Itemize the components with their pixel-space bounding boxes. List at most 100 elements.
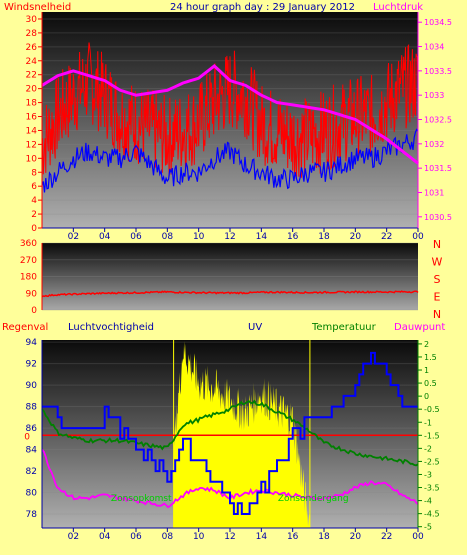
humidity-x-tick-label: 18 <box>318 532 330 542</box>
wind-tick-label: 24 <box>26 57 38 67</box>
temperature-line <box>41 399 419 467</box>
wind-tick-label: 30 <box>26 15 38 25</box>
wind-tick-label: 0 <box>31 224 37 234</box>
humidity-tick-label: 92 <box>26 360 37 370</box>
wind-tick-label: 22 <box>26 71 37 81</box>
compass-label: S <box>434 273 441 286</box>
temperature-tick-label: 0.5 <box>424 379 437 388</box>
humidity-x-tick-label: 16 <box>287 532 299 542</box>
temperature-tick-label: 2 <box>424 340 429 349</box>
wind-direction-plot-area <box>42 243 418 310</box>
humidity-axis-ticks: 78 80 82 84 86 88 90 92 94 -5 -4.5 -4 -3.5 -3 -2.5 -2 -1… <box>24 338 439 542</box>
wind-tick-label: 16 <box>26 113 38 123</box>
legend-humidity: Luchtvochtigheid <box>68 322 154 333</box>
wind-tick-label: 4 <box>31 196 37 206</box>
graph-title: 24 hour graph day : 29 January 2012 <box>170 2 355 13</box>
wind-x-tick-label: 14 <box>256 232 268 242</box>
humidity-x-tick-label: 14 <box>256 532 268 542</box>
pressure-tick-label: 1034 <box>424 43 444 52</box>
humidity-x-tick-label: 04 <box>99 532 111 542</box>
wind-gust-line <box>41 42 419 180</box>
humidity-x-tick-label: 10 <box>193 532 205 542</box>
humidity-tick-label: 88 <box>26 403 38 413</box>
humidity-tick-label: 84 <box>26 446 38 456</box>
humidity-tick-label: 86 <box>26 424 38 434</box>
wind-x-tick-label: 20 <box>350 232 362 242</box>
pressure-tick-label: 1034.5 <box>424 18 452 27</box>
temperature-tick-label: 1 <box>424 366 429 375</box>
humidity-tick-label: 78 <box>26 510 38 520</box>
temperature-tick-label: -2.5 <box>424 457 440 466</box>
temperature-tick-label: -3 <box>424 470 432 479</box>
wind-tick-label: 28 <box>26 29 38 39</box>
wind-average-line <box>41 128 419 193</box>
wind-direction-line <box>41 290 419 298</box>
compass-label: E <box>434 291 441 304</box>
pressure-tick-label: 1033.5 <box>424 67 452 76</box>
wind-tick-label: 12 <box>26 140 37 150</box>
humidity-tick-label: 80 <box>26 489 38 499</box>
direction-tick-label: 180 <box>20 273 37 283</box>
pressure-tick-label: 1031 <box>424 188 444 197</box>
direction-tick-label: 360 <box>20 239 37 249</box>
pressure-tick-label: 1032.5 <box>424 116 452 125</box>
humidity-tick-label: 90 <box>26 381 38 391</box>
humidity-x-tick-label: 20 <box>350 532 362 542</box>
temperature-tick-label: -3.5 <box>424 484 440 493</box>
pressure-tick-label: 1033 <box>424 91 444 100</box>
direction-tick-label: 90 <box>26 289 38 299</box>
wind-x-tick-label: 02 <box>68 232 79 242</box>
wind-tick-label: 8 <box>31 168 37 178</box>
wind-axis-ticks: 0246810121416182022242628301030.51031103… <box>26 15 452 242</box>
direction-series <box>41 290 419 298</box>
wind-x-tick-label: 12 <box>224 232 235 242</box>
humidity-tick-label: 94 <box>26 338 38 348</box>
sunrise-label: Zonsopkomst <box>111 494 172 504</box>
rain-zero-label: 0 <box>24 432 30 442</box>
temperature-tick-label: 1.5 <box>424 353 437 362</box>
humidity-x-tick-label: 08 <box>162 532 174 542</box>
wind-x-tick-label: 16 <box>287 232 299 242</box>
wind-x-tick-label: 10 <box>193 232 205 242</box>
wind-tick-label: 2 <box>31 210 37 220</box>
compass-label: W <box>432 256 443 269</box>
temperature-tick-label: -4.5 <box>424 510 440 519</box>
legend-dewpoint: Dauwpunt <box>394 322 445 333</box>
temperature-tick-label: -2 <box>424 444 432 453</box>
wind-x-tick-label: 00 <box>412 232 424 242</box>
wind-x-tick-label: 18 <box>318 232 330 242</box>
humidity-x-tick-label: 02 <box>68 532 79 542</box>
legend-rain: Regenval <box>2 322 48 333</box>
compass-label: N <box>433 308 441 321</box>
legend-temperature: Temperatuur <box>311 322 377 333</box>
temperature-tick-label: -1 <box>424 418 432 427</box>
sunset-label: Zonsondergang <box>278 494 349 504</box>
wind-x-tick-label: 06 <box>130 232 142 242</box>
wind-tick-label: 20 <box>26 85 38 95</box>
pressure-tick-label: 1030.5 <box>424 213 452 222</box>
wind-tick-label: 18 <box>26 99 38 109</box>
legend-uv: UV <box>248 322 262 333</box>
pressure-line <box>41 64 419 165</box>
wind-axis-title: Windsnelheid <box>4 2 71 13</box>
wind-tick-label: 14 <box>26 126 38 136</box>
humidity-line <box>42 351 418 515</box>
temperature-tick-label: -0.5 <box>424 405 440 414</box>
compass-label: N <box>433 238 441 251</box>
temperature-tick-label: -1.5 <box>424 431 440 440</box>
pressure-tick-label: 1031.5 <box>424 164 452 173</box>
temperature-tick-label: -4 <box>424 497 432 506</box>
humidity-tick-label: 82 <box>26 467 37 477</box>
wind-pressure-series <box>41 42 419 193</box>
direction-tick-label: 0 <box>31 306 37 316</box>
pressure-tick-label: 1032 <box>424 140 444 149</box>
direction-tick-label: 270 <box>20 256 37 266</box>
wind-x-tick-label: 04 <box>99 232 111 242</box>
humidity-temp-series: Zonsopkomst Zonsondergang <box>41 340 419 528</box>
humidity-x-tick-label: 00 <box>412 532 424 542</box>
wind-tick-label: 10 <box>26 154 38 164</box>
wind-x-tick-label: 08 <box>162 232 174 242</box>
wind-x-tick-label: 22 <box>381 232 392 242</box>
